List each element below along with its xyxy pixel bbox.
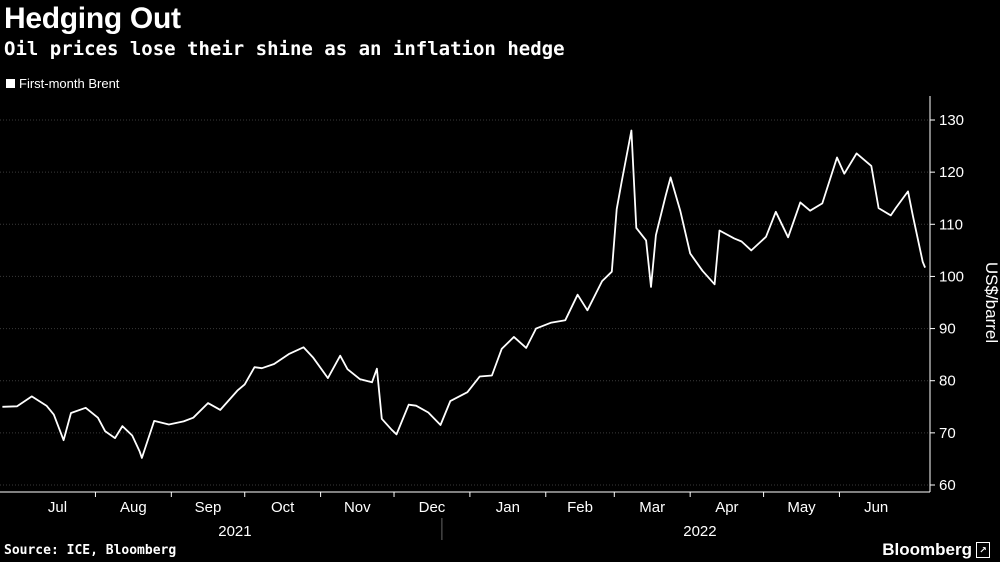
x-tick-label: Nov — [344, 499, 371, 516]
x-tick-label: Mar — [639, 499, 665, 516]
y-tick-label: 120 — [939, 164, 964, 181]
legend-swatch — [6, 79, 15, 88]
series-line-first-month-brent — [2, 129, 926, 459]
series-layer — [2, 129, 926, 459]
y-tick-label: 130 — [939, 112, 964, 129]
x-tick-label: Apr — [715, 499, 738, 516]
x-tick-label: Aug — [120, 499, 147, 516]
legend-label: First-month Brent — [19, 76, 120, 91]
legend: First-month Brent — [6, 76, 119, 91]
y-tick-label: 90 — [939, 321, 956, 338]
x-tick-label: Oct — [271, 499, 295, 516]
x-tick-label: Jul — [48, 499, 67, 516]
y-tick-label: 100 — [939, 268, 964, 285]
y-tick-label: 70 — [939, 425, 956, 442]
year-label: 2021 — [218, 523, 251, 540]
chart-mark-icon: ↗ — [976, 542, 990, 558]
y-axis-label: US$/barrel — [982, 262, 1000, 343]
axes: 60 70 80 90 100 110 120 130 Jul Aug Sep Oct Nov Dec Ja… — [0, 96, 964, 540]
brand-name: Bloomberg — [882, 540, 972, 559]
brand-logo: Bloomberg ↗ — [882, 540, 990, 560]
y-tick-label: 80 — [939, 373, 956, 390]
y-tick-label: 110 — [939, 216, 963, 233]
x-tick-label: Jan — [496, 499, 520, 516]
x-tick-label: Sep — [195, 499, 222, 516]
chart-title: Hedging Out — [4, 2, 181, 35]
x-tick-label: Jun — [864, 499, 888, 516]
y-tick-label: 60 — [939, 477, 956, 494]
grid-lines — [0, 119, 930, 486]
x-tick-label: Dec — [419, 499, 446, 516]
x-tick-label: May — [787, 499, 816, 516]
year-label: 2022 — [683, 523, 716, 540]
chart-subtitle: Oil prices lose their shine as an inflat… — [4, 38, 565, 60]
x-tick-label: Feb — [567, 499, 593, 516]
source-note: Source: ICE, Bloomberg — [4, 543, 177, 558]
